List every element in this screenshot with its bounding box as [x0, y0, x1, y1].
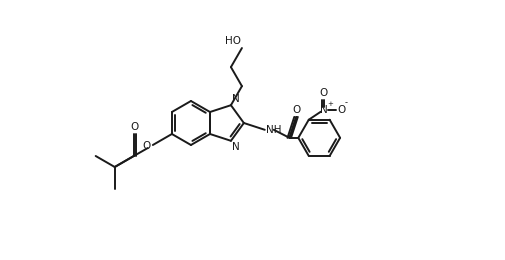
Text: O: O — [338, 105, 346, 115]
Text: N: N — [232, 142, 240, 152]
Text: O: O — [320, 88, 328, 98]
Text: O: O — [131, 122, 139, 132]
Text: -: - — [345, 98, 348, 107]
Text: +: + — [328, 101, 334, 107]
Text: O: O — [142, 141, 151, 151]
Text: O: O — [292, 105, 300, 115]
Text: NH: NH — [266, 125, 281, 135]
Text: N: N — [232, 94, 240, 104]
Text: N: N — [320, 105, 328, 115]
Text: HO: HO — [225, 36, 241, 46]
